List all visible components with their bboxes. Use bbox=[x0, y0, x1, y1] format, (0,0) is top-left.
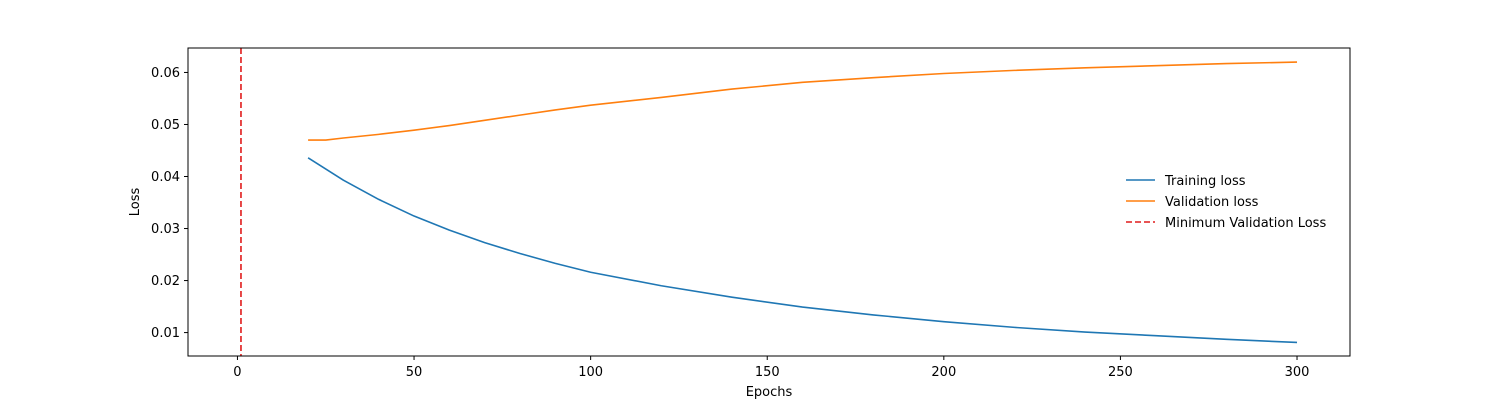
y-axis: 0.01 0.02 0.03 0.04 0.05 0.06 bbox=[151, 66, 188, 341]
legend-label: Validation loss bbox=[1165, 195, 1259, 210]
x-tick-label: 0 bbox=[233, 365, 241, 380]
y-tick-label: 0.02 bbox=[151, 274, 180, 289]
x-tick-label: 250 bbox=[1108, 365, 1133, 380]
legend-label: Training loss bbox=[1164, 174, 1246, 189]
legend-label: Minimum Validation Loss bbox=[1165, 216, 1326, 231]
y-tick-label: 0.04 bbox=[151, 170, 180, 185]
plot-area-clip-group bbox=[240, 48, 1298, 356]
y-axis-label: Loss bbox=[128, 188, 143, 217]
x-tick-label: 50 bbox=[406, 365, 423, 380]
x-axis-label: Epochs bbox=[746, 385, 793, 400]
y-tick-label: 0.06 bbox=[151, 66, 180, 81]
y-tick-label: 0.03 bbox=[151, 222, 180, 237]
series-layer bbox=[240, 48, 1298, 356]
x-tick-label: 300 bbox=[1285, 365, 1310, 380]
series-line-validation-loss bbox=[308, 61, 1298, 141]
legend: Training loss Validation loss Minimum Vali… bbox=[1126, 174, 1326, 231]
x-tick-label: 100 bbox=[578, 365, 603, 380]
x-tick-label: 150 bbox=[755, 365, 780, 380]
plot-frame bbox=[187, 47, 1351, 357]
y-tick-label: 0.05 bbox=[151, 118, 180, 133]
y-tick-label: 0.01 bbox=[151, 326, 180, 341]
x-axis: 0 50 100 150 200 250 300 bbox=[233, 356, 1309, 380]
x-tick-label: 200 bbox=[931, 365, 956, 380]
series-line-training-loss bbox=[307, 157, 1298, 344]
